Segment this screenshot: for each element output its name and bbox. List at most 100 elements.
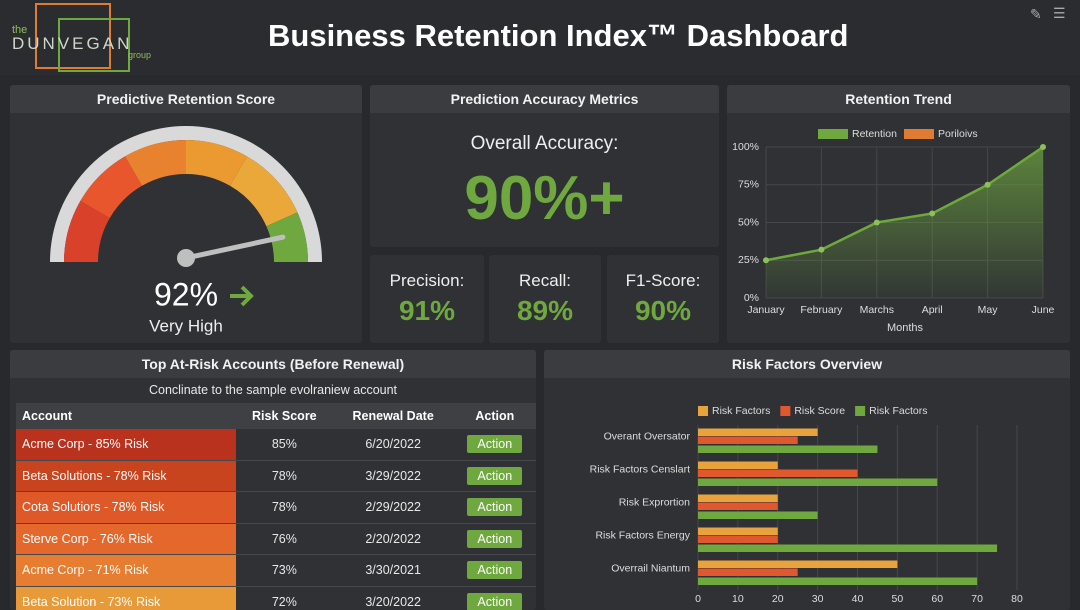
line	[765, 145, 1044, 262]
y-tick-label: Risk Factors Energy	[595, 529, 690, 541]
bar	[698, 527, 778, 535]
table-row: Beta Solutions - 78% Risk 78% 3/29/2022 Act…	[16, 460, 536, 492]
accounts-table: Account Risk Score Renewal Date Action Acme …	[16, 403, 536, 610]
legend-swatch	[698, 406, 708, 416]
bar	[698, 577, 978, 585]
panel-title: Retention Trend	[727, 85, 1070, 113]
y-tick-label: Overrail Niantum	[611, 562, 690, 574]
logo-box	[35, 3, 111, 69]
x-tick-label: 40	[852, 593, 864, 603]
legend-swatch	[904, 129, 934, 139]
table-cell: Beta Solutions - 78% Risk	[16, 460, 236, 492]
panel-title: Risk Factors Overview	[544, 350, 1070, 378]
menu-icon[interactable]: ☰	[1053, 5, 1066, 21]
x-tick-label: 60	[931, 593, 943, 603]
x-tick-label: 0	[695, 593, 701, 603]
bar	[698, 478, 938, 486]
point	[873, 219, 880, 226]
bar	[698, 469, 858, 477]
x-tick-label: 20	[772, 593, 784, 603]
legend-swatch	[780, 406, 791, 416]
bar	[698, 511, 818, 519]
metric-label: Recall:	[519, 271, 571, 290]
x-tick-label: 50	[892, 593, 904, 603]
bar	[698, 502, 778, 510]
y-tick-label: Risk Factors Censlart	[590, 463, 690, 475]
gauge-band	[186, 140, 247, 186]
action-button[interactable]: Action	[467, 529, 523, 548]
table-cell: 2/20/2022	[332, 523, 454, 555]
action-button[interactable]: Action	[467, 561, 523, 580]
gauge-band	[80, 156, 142, 218]
metric-card: Recall: 89%	[489, 255, 601, 343]
metric-card: F1-Score: 90%	[607, 255, 719, 343]
table-cell: 3/29/2022	[332, 460, 454, 492]
gauge-hub	[177, 249, 195, 267]
metric-value: 91%	[398, 295, 456, 326]
point	[818, 246, 825, 253]
bar	[698, 535, 778, 543]
x-axis-label: Months	[887, 322, 924, 334]
panel-title: Top At-Risk Accounts (Before Renewal)	[10, 350, 536, 378]
gauge-band	[125, 140, 186, 186]
legend-swatch	[818, 129, 848, 139]
accuracy-panel: Prediction Accuracy Metrics Overall Accu…	[370, 85, 719, 247]
table-cell: Action	[453, 523, 536, 555]
point	[1040, 144, 1046, 150]
table-cell: 76%	[235, 523, 333, 555]
bar	[698, 436, 798, 444]
logo-text: DUNVEGAN	[12, 34, 133, 53]
bar	[698, 560, 898, 568]
table-cell: 6/20/2022	[332, 429, 454, 461]
x-tick-label: 30	[812, 593, 824, 603]
bar	[698, 544, 998, 552]
page-title: Business Retention Index™ Dashboard	[268, 18, 849, 53]
x-tick-label: 10	[732, 593, 744, 603]
point	[929, 210, 936, 217]
x-tick-label: June	[1032, 304, 1055, 316]
bar	[698, 568, 798, 576]
table-cell: 78%	[235, 491, 333, 524]
column-header: Risk Score	[235, 403, 333, 429]
logo-text: group	[128, 50, 152, 60]
table-cell: 3/30/2021	[332, 554, 454, 587]
bar	[698, 494, 778, 502]
header: the DUNVEGAN group Business Retention In…	[0, 0, 1080, 75]
action-button[interactable]: Action	[467, 435, 523, 454]
table-cell: Acme Corp - 71% Risk	[16, 554, 236, 587]
action-button[interactable]: Action	[467, 498, 523, 517]
table-cell: Action	[453, 554, 536, 587]
y-tick-label: Risk Exprortion	[619, 496, 690, 508]
column-header: Action	[453, 403, 536, 429]
legend-swatch	[855, 406, 866, 416]
column-header: Renewal Date	[332, 403, 454, 429]
table-row: Acme Corp - 85% Risk 85% 6/20/2022 Action	[16, 429, 536, 461]
logo-text: the	[12, 24, 28, 36]
metric-card: Precision: 91%	[370, 255, 484, 343]
bar	[698, 445, 878, 453]
y-tick-label: 50%	[738, 216, 759, 228]
table-panel: Top At-Risk Accounts (Before Renewal) Co…	[10, 350, 536, 610]
gauge-band	[266, 212, 308, 262]
edit-icon[interactable]: ✎	[1030, 6, 1042, 22]
legend-label: Risk Factors	[869, 405, 927, 417]
action-button[interactable]: Action	[467, 466, 523, 485]
metric-label: Precision:	[389, 271, 465, 290]
y-tick-label: 75%	[738, 179, 759, 191]
x-tick-label: January	[747, 304, 785, 316]
table-cell: Action	[453, 429, 536, 461]
metric-value: 90%	[634, 295, 692, 326]
panel-title: Prediction Accuracy Metrics	[370, 85, 719, 113]
table-cell: Sterve Corp - 76% Risk	[16, 523, 236, 555]
gauge-rating: Very High	[149, 316, 223, 335]
x-tick-label: April	[922, 304, 943, 316]
table-cell: 2/29/2022	[332, 491, 454, 524]
table-row: Cota Solutiors - 78% Risk 78% 2/29/2022 Act…	[16, 491, 536, 524]
x-tick-label: 80	[1011, 593, 1023, 603]
y-tick-label: 100%	[732, 141, 759, 153]
gauge-arrow	[230, 285, 254, 307]
column-header: Account	[16, 403, 236, 429]
table-cell: 73%	[235, 554, 333, 587]
